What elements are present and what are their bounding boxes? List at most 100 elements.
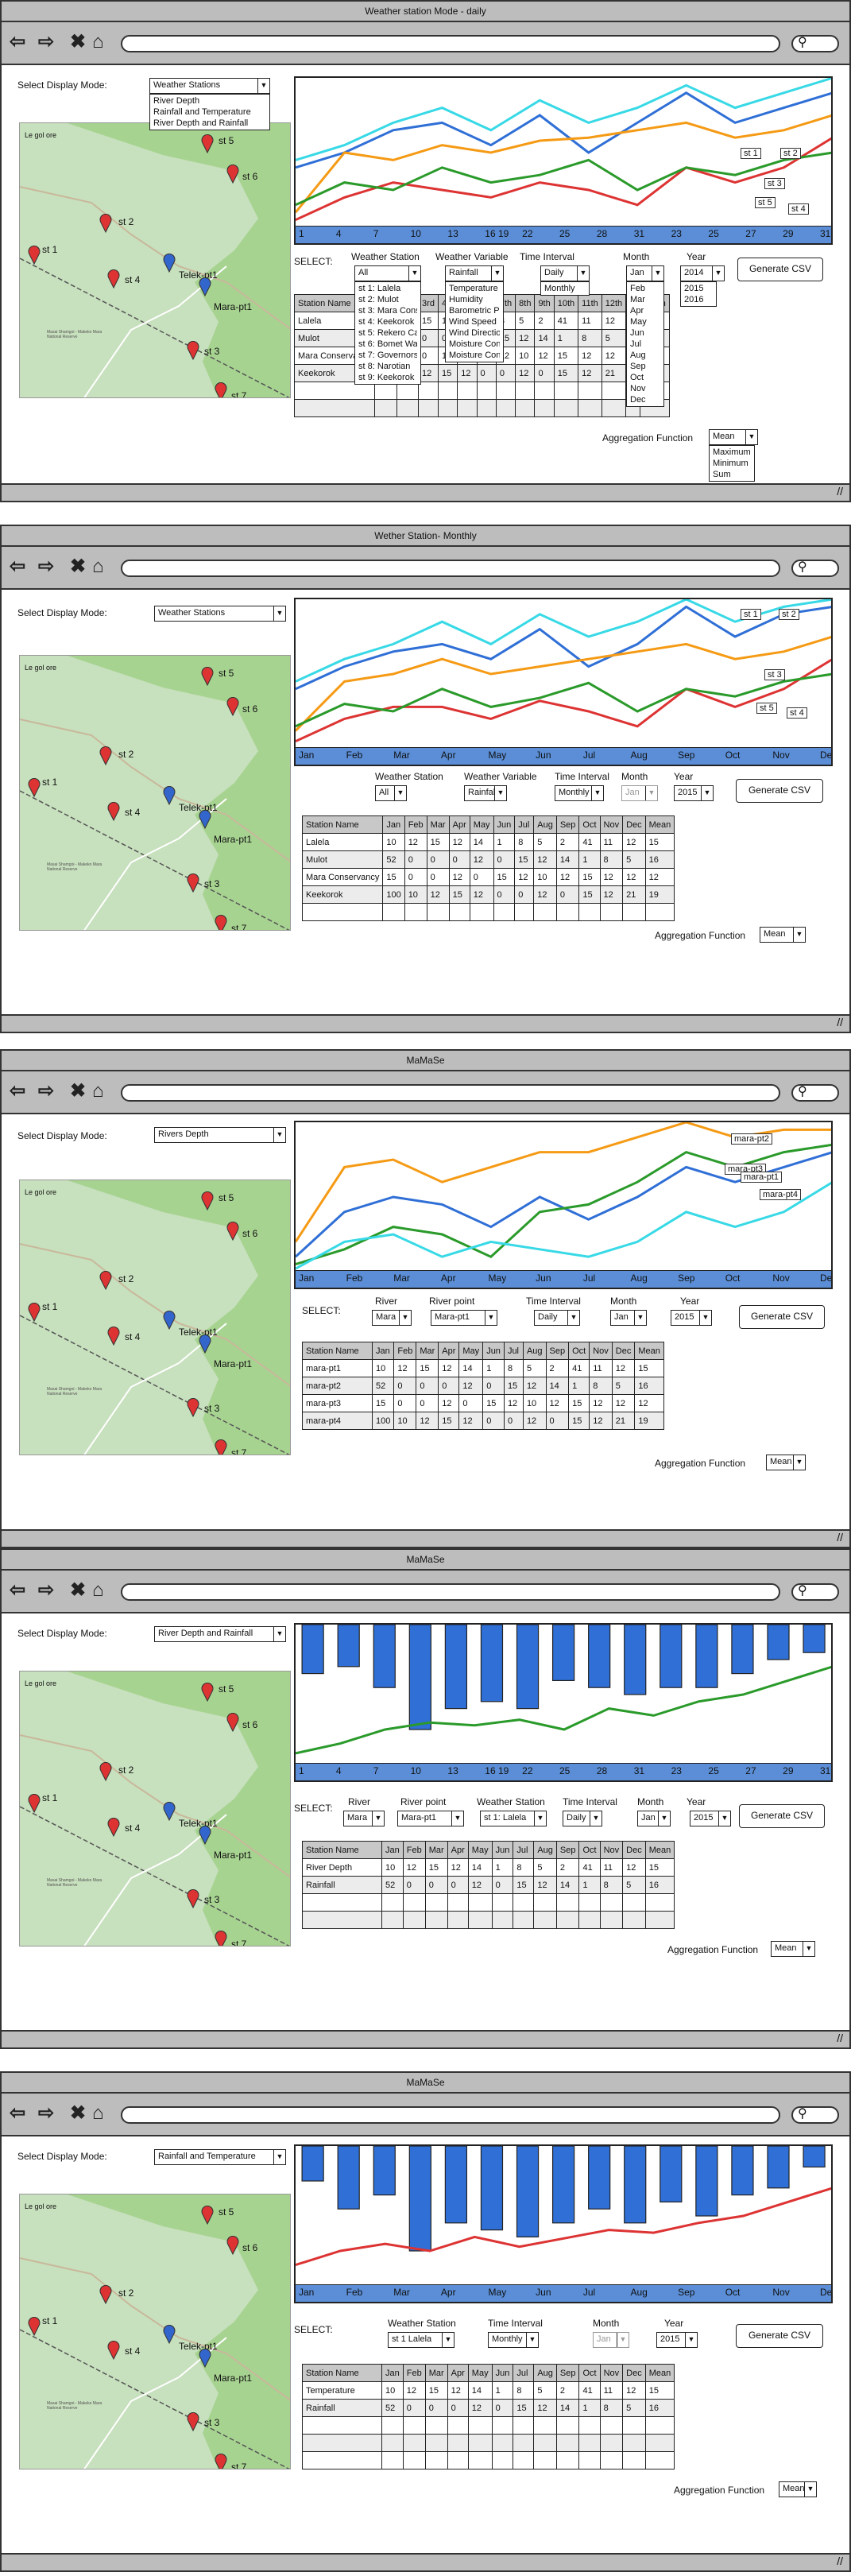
aggregation-select[interactable]: Mean ▼ <box>760 927 806 943</box>
map-marker-icon[interactable] <box>187 2412 199 2431</box>
close-icon[interactable]: ✖ <box>70 31 87 52</box>
resize-grip-icon[interactable]: // <box>837 1531 843 1544</box>
map-marker-icon[interactable] <box>226 697 239 716</box>
dropdown-option[interactable]: Humidity <box>449 295 483 304</box>
map-marker-icon[interactable] <box>99 1762 112 1781</box>
resize-grip-icon[interactable]: // <box>837 2032 843 2044</box>
time-interval-select[interactable]: Daily ▼ <box>563 1811 602 1826</box>
month-select[interactable]: Jan ▼ <box>593 2332 629 2348</box>
home-icon[interactable]: ⌂ <box>92 31 104 52</box>
map-marker-icon[interactable] <box>99 746 112 765</box>
dropdown-list[interactable]: Maximum Minimum Sum <box>709 445 755 482</box>
aggregation-select[interactable]: Mean ▼ <box>709 429 758 445</box>
back-arrow-icon[interactable]: ⇦ <box>10 556 26 577</box>
year-select[interactable]: 2015 ▼ <box>674 785 714 801</box>
map-marker-icon[interactable] <box>107 802 120 821</box>
back-arrow-icon[interactable]: ⇦ <box>10 2102 26 2124</box>
year-select[interactable]: 2015 ▼ <box>656 2332 698 2348</box>
generate-csv-button[interactable]: Generate CSV <box>736 779 823 803</box>
dropdown-option[interactable]: Mar <box>630 295 645 304</box>
map-marker-icon[interactable] <box>99 1271 112 1290</box>
month-select[interactable]: Jan ▼ <box>610 1310 647 1326</box>
station-map[interactable]: Le gol ore Masai Shamgoi - Makeko Mara N… <box>19 1671 291 1947</box>
time-interval-select[interactable]: Monthly ▼ <box>488 2332 539 2348</box>
generate-csv-button[interactable]: Generate CSV <box>737 258 823 281</box>
map-marker-icon[interactable] <box>226 165 239 184</box>
close-icon[interactable]: ✖ <box>70 1579 87 1601</box>
display-mode-select[interactable]: Rainfall and Temperature ▼ <box>154 2149 286 2165</box>
weather-variable-select[interactable]: Rainfall ▼ <box>464 785 507 801</box>
forward-arrow-icon[interactable]: ⇨ <box>38 1080 55 1102</box>
map-marker-icon[interactable] <box>28 1303 41 1322</box>
river-select[interactable]: Mara ▼ <box>372 1310 412 1326</box>
generate-csv-button[interactable]: Generate CSV <box>736 2324 823 2348</box>
dropdown-option[interactable]: Jul <box>630 339 642 349</box>
dropdown-option[interactable]: Temperature <box>449 284 498 293</box>
close-icon[interactable]: ✖ <box>70 556 87 577</box>
close-icon[interactable]: ✖ <box>70 2102 87 2124</box>
back-arrow-icon[interactable]: ⇦ <box>10 31 26 52</box>
dropdown-option[interactable]: Dec <box>630 395 646 405</box>
map-marker-icon[interactable] <box>187 874 199 893</box>
map-marker-icon[interactable] <box>226 2236 239 2255</box>
map-marker-icon[interactable] <box>199 1826 211 1845</box>
display-mode-select[interactable]: River Depth and Rainfall ▼ <box>154 1626 286 1642</box>
resize-grip-icon[interactable]: // <box>837 485 843 498</box>
dropdown-option[interactable]: Monthly <box>544 284 575 293</box>
dropdown-list[interactable]: River Depth Rainfall and Temperature River… <box>149 94 270 130</box>
map-marker-icon[interactable] <box>215 2454 227 2469</box>
map-marker-icon[interactable] <box>107 2341 120 2360</box>
dropdown-option[interactable]: st 8: Narotian <box>358 362 411 371</box>
url-bar[interactable] <box>121 35 780 52</box>
map-marker-icon[interactable] <box>187 341 199 360</box>
url-bar[interactable] <box>121 1583 780 1601</box>
map-marker-icon[interactable] <box>215 382 227 398</box>
forward-arrow-icon[interactable]: ⇨ <box>38 556 55 577</box>
back-arrow-icon[interactable]: ⇦ <box>10 1080 26 1102</box>
url-bar[interactable] <box>121 1084 780 1102</box>
map-marker-icon[interactable] <box>163 786 176 805</box>
river-point-select[interactable]: Mara-pt1 ▼ <box>431 1310 497 1326</box>
station-map[interactable]: Le gol ore Masai Shamgoi - Makeko Mara N… <box>19 2194 291 2469</box>
map-marker-icon[interactable] <box>187 1889 199 1908</box>
dropdown-option[interactable]: Maximum <box>713 447 751 457</box>
dropdown-option[interactable]: May <box>630 317 647 327</box>
display-mode-select[interactable]: Rivers Depth ▼ <box>154 1127 286 1143</box>
map-marker-icon[interactable] <box>163 1311 176 1330</box>
map-marker-icon[interactable] <box>28 778 41 797</box>
dropdown-option[interactable]: Minimum <box>713 459 748 468</box>
time-interval-select[interactable]: Monthly ▼ <box>555 785 604 801</box>
map-marker-icon[interactable] <box>215 1439 227 1455</box>
home-icon[interactable]: ⌂ <box>92 1579 104 1601</box>
url-bar[interactable] <box>121 560 780 577</box>
map-marker-icon[interactable] <box>107 269 120 289</box>
map-marker-icon[interactable] <box>163 2325 176 2344</box>
map-marker-icon[interactable] <box>107 1818 120 1837</box>
dropdown-option[interactable]: River Depth and Rainfall <box>153 118 249 128</box>
map-marker-icon[interactable] <box>199 810 211 829</box>
map-marker-icon[interactable] <box>99 2285 112 2304</box>
dropdown-list[interactable]: Monthly <box>540 281 590 296</box>
dropdown-list[interactable]: 2015 2016 <box>680 281 717 307</box>
map-marker-icon[interactable] <box>201 2206 214 2225</box>
display-mode-select[interactable]: Weather Stations ▼ <box>154 606 286 622</box>
search-field[interactable]: ⚲ <box>791 35 839 52</box>
dropdown-list[interactable]: st 1: Lalela st 2: Mulot st 3: Mara Conser… <box>354 281 421 385</box>
dropdown-option[interactable]: Rainfall and Temperature <box>153 107 251 117</box>
dropdown-option[interactable]: 2015 <box>684 284 704 293</box>
dropdown-option[interactable]: st 6: Bomet Water <box>358 339 417 349</box>
map-marker-icon[interactable] <box>199 1334 211 1354</box>
dropdown-option[interactable]: st 3: Mara Conservancy <box>358 306 417 316</box>
month-select[interactable]: Jan ▼ <box>621 785 658 801</box>
dropdown-option[interactable]: Moisture Content <box>449 351 500 360</box>
resize-grip-icon[interactable]: // <box>837 1016 843 1028</box>
dropdown-option[interactable]: Wind Direction <box>449 328 500 338</box>
aggregation-select[interactable]: Mean ▼ <box>779 2481 817 2497</box>
aggregation-select[interactable]: Mean ▼ <box>771 1941 815 1957</box>
station-map[interactable]: Le gol ore Masai Shamgoi - Makeko Mara N… <box>19 1180 291 1455</box>
weather-station-select[interactable]: st 1 Lalela ▼ <box>388 2332 455 2348</box>
map-marker-icon[interactable] <box>215 915 227 931</box>
weather-variable-select[interactable]: Rainfall ▼ <box>445 265 504 281</box>
home-icon[interactable]: ⌂ <box>92 1080 104 1102</box>
